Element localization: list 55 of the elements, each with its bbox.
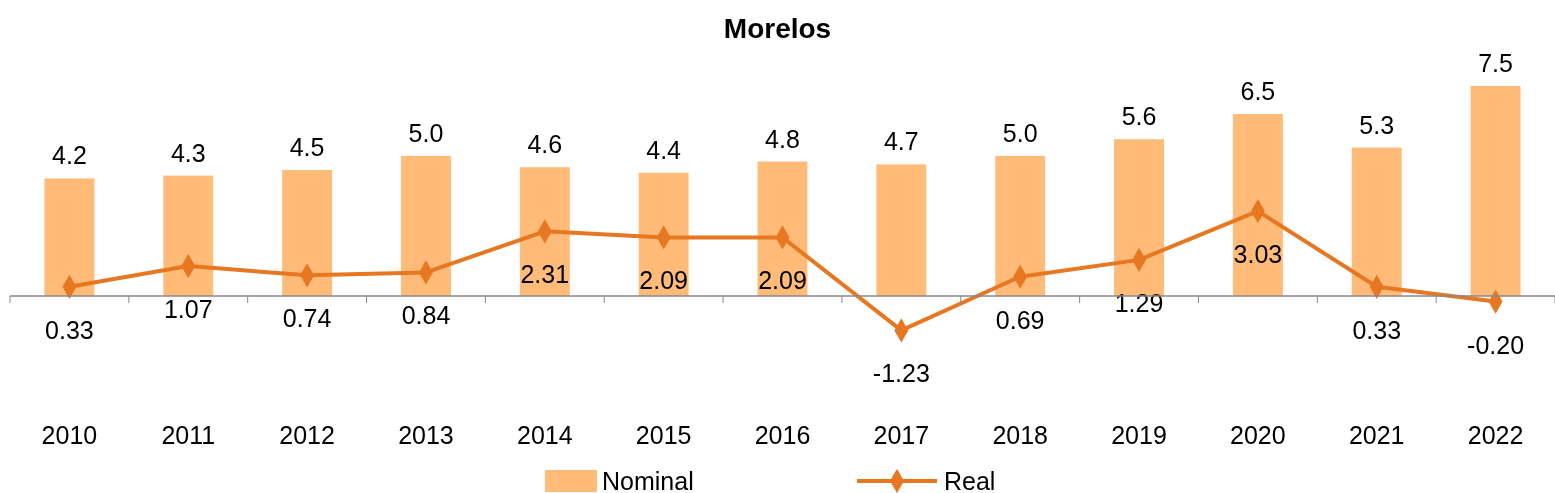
x-tick-label: 2020 <box>1230 421 1286 449</box>
data-label: 4.5 <box>289 133 325 161</box>
bar <box>282 170 333 296</box>
data-label: 4.7 <box>883 127 919 156</box>
data-label: 2.09 <box>758 266 807 295</box>
data-label: 3.03 <box>1233 240 1283 269</box>
bar <box>401 156 451 296</box>
bar <box>638 172 689 296</box>
x-tick-label: 2022 <box>1467 421 1524 449</box>
bar <box>519 167 570 296</box>
x-tick-label: 2021 <box>1348 421 1405 449</box>
bar <box>1470 86 1521 296</box>
data-label: 5.0 <box>408 119 444 147</box>
x-tick-label: 2013 <box>398 421 454 449</box>
data-label: 6.5 <box>1240 77 1276 105</box>
x-tick-label: 2018 <box>992 421 1048 449</box>
data-label: 0.69 <box>995 305 1045 334</box>
x-tick-label: 2016 <box>754 421 811 449</box>
data-label: -1.23 <box>872 359 930 388</box>
bar <box>1114 139 1164 296</box>
x-tick-label: 2017 <box>873 421 930 449</box>
bar <box>1232 114 1283 296</box>
chart-title: Morelos <box>723 13 832 44</box>
x-tick-label: 2011 <box>161 421 216 449</box>
data-label: 4.2 <box>52 141 87 170</box>
data-label: 5.0 <box>1002 119 1038 147</box>
data-label: 4.3 <box>170 138 206 167</box>
data-label: 0.33 <box>45 315 94 344</box>
x-tick-label: 2012 <box>279 421 335 449</box>
bar <box>757 161 808 296</box>
bar <box>876 164 927 296</box>
data-label: 1.29 <box>1114 288 1164 317</box>
data-label: 4.4 <box>646 135 682 164</box>
data-label: 2.09 <box>639 266 688 295</box>
data-label: 1.07 <box>163 295 213 324</box>
data-label: 4.6 <box>527 130 563 159</box>
data-label: 7.5 <box>1478 49 1513 77</box>
bar <box>995 156 1046 296</box>
data-label: 0.84 <box>401 301 451 330</box>
x-tick-label: 2019 <box>1111 421 1167 449</box>
x-tick-label: 2010 <box>41 421 98 449</box>
data-label: 0.74 <box>282 304 332 333</box>
legend-label: Real <box>944 467 996 493</box>
data-label: -0.20 <box>1467 330 1525 359</box>
data-label: 4.8 <box>765 124 800 153</box>
bar <box>44 178 95 296</box>
data-label: 5.3 <box>1359 110 1395 139</box>
data-label: 5.6 <box>1121 102 1157 131</box>
data-label: 0.33 <box>1352 315 1402 344</box>
bar <box>163 175 214 296</box>
x-tick-label: 2015 <box>635 421 692 449</box>
x-tick-label: 2014 <box>517 421 573 449</box>
data-label: 2.31 <box>520 260 570 289</box>
bar <box>1351 147 1402 296</box>
legend-label: Nominal <box>602 467 694 493</box>
